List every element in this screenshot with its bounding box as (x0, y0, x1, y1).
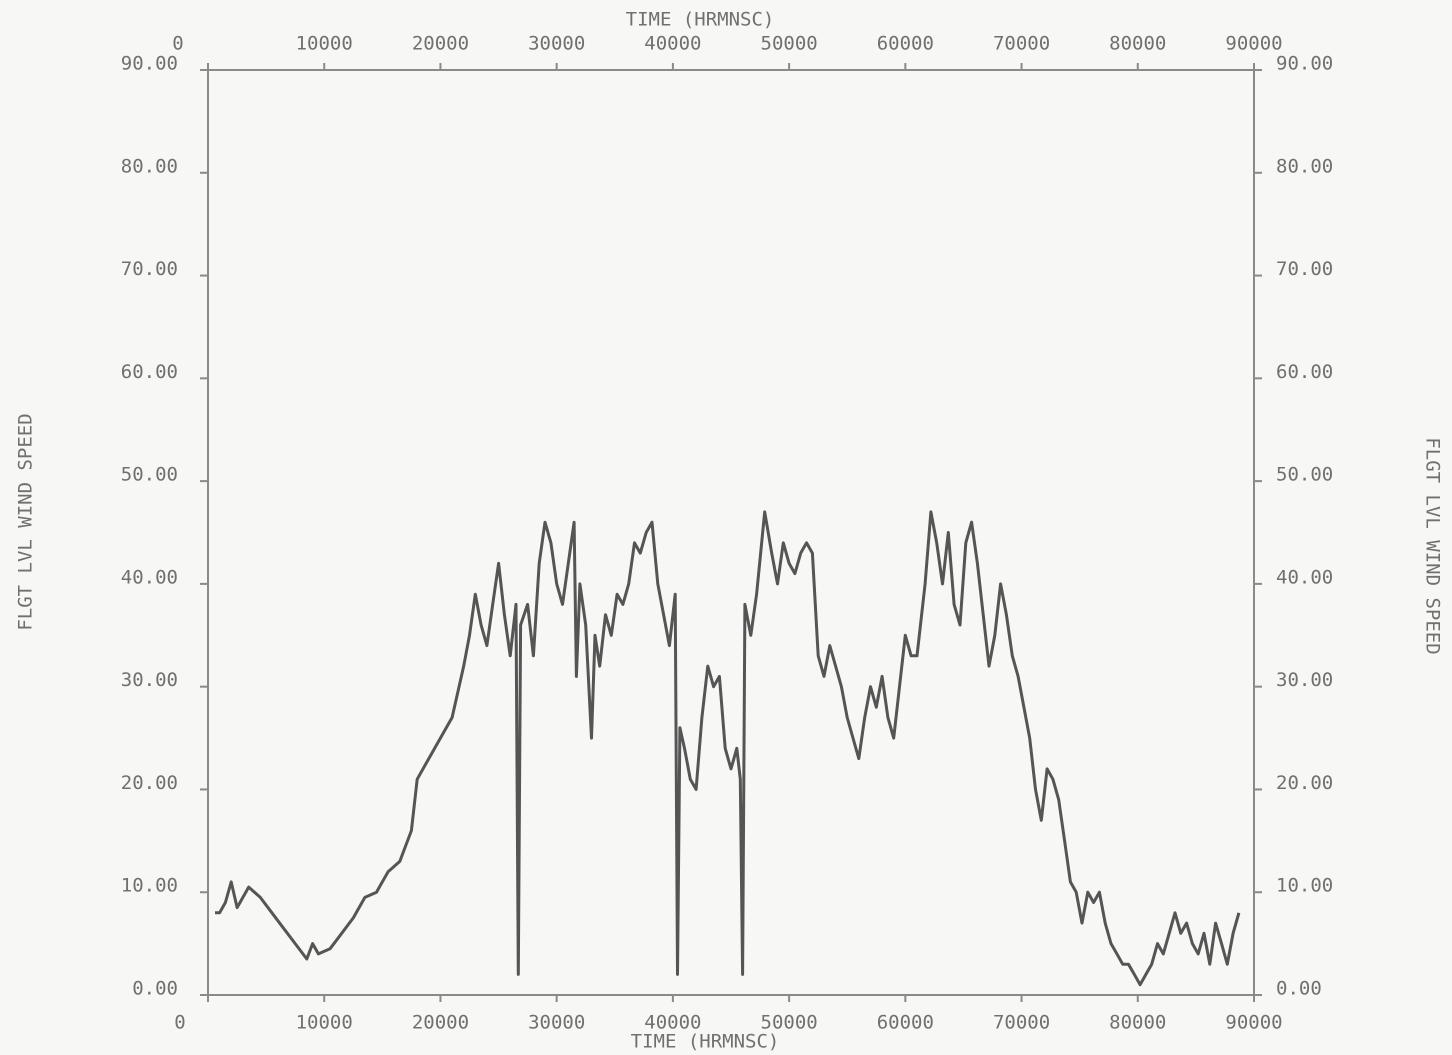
x2-tick-label: 10000 (296, 33, 353, 55)
y-tick-label: 20.00 (121, 772, 178, 794)
x-tick-label: 80000 (1109, 1012, 1166, 1034)
y2-tick-label: 80.00 (1276, 155, 1333, 177)
x-tick-label: 60000 (877, 1012, 934, 1034)
y2-tick-label: 10.00 (1276, 875, 1333, 897)
x2-axis-title: TIME (HRMNSC) (626, 9, 775, 31)
y-axis-title: FLGT LVL WIND SPEED (15, 413, 37, 630)
x2-tick-label: 60000 (877, 33, 934, 55)
x2-tick-label: 90000 (1225, 33, 1282, 55)
x2-tick-label: 0 (172, 33, 183, 55)
x2-tick-label: 40000 (644, 33, 701, 55)
y-tick-label: 30.00 (121, 669, 178, 691)
plot-frame (207, 69, 1255, 996)
y-tick-label: 40.00 (121, 566, 178, 588)
x-tick-label: 30000 (528, 1012, 585, 1034)
y2-tick-label: 30.00 (1276, 669, 1333, 691)
x-axis-title: TIME (HRMNSC) (631, 1031, 780, 1053)
x-tick-label: 20000 (412, 1012, 469, 1034)
x2-tick-label: 20000 (412, 33, 469, 55)
y2-tick-label: 50.00 (1276, 464, 1333, 486)
y-tick-label: 60.00 (121, 361, 178, 383)
y-tick-label: 10.00 (121, 875, 178, 897)
x-tick-label: 90000 (1225, 1012, 1282, 1034)
x2-tick-label: 80000 (1109, 33, 1166, 55)
y-tick-label: 50.00 (121, 464, 178, 486)
y-tick-label: 80.00 (121, 155, 178, 177)
data-line (215, 510, 1241, 987)
y2-axis-title: FLGT LVL WIND SPEED (1422, 437, 1444, 654)
x2-tick-label: 70000 (993, 33, 1050, 55)
y2-tick-label: 20.00 (1276, 772, 1333, 794)
y2-tick-label: 0.00 (1276, 978, 1322, 1000)
y2-tick-label: 40.00 (1276, 566, 1333, 588)
x2-tick-label: 50000 (761, 33, 818, 55)
y2-tick-label: 70.00 (1276, 258, 1333, 280)
y-tick-label: 0.00 (132, 978, 178, 1000)
x-tick-label: 70000 (993, 1012, 1050, 1034)
x2-tick-label: 30000 (528, 33, 585, 55)
x-tick-label: 40000 (644, 1012, 701, 1034)
y2-tick-label: 90.00 (1276, 53, 1333, 75)
x-tick-label: 10000 (296, 1012, 353, 1034)
y-tick-label: 70.00 (121, 258, 178, 280)
y-tick-label: 90.00 (121, 53, 178, 75)
x-tick-label: 50000 (761, 1012, 818, 1034)
x-tick-label: 0 (174, 1012, 185, 1034)
y2-tick-label: 60.00 (1276, 361, 1333, 383)
